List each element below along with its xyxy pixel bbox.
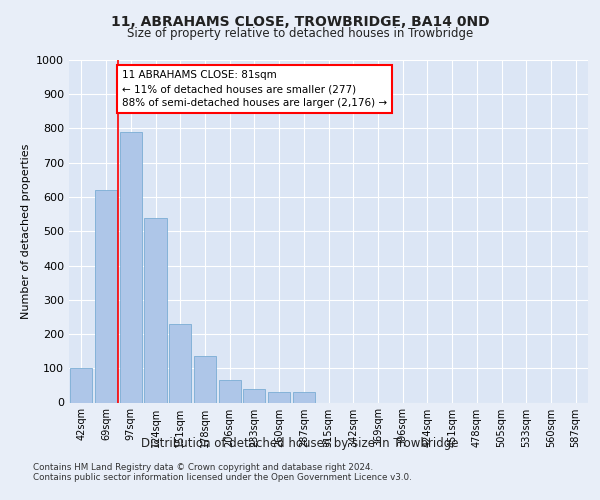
Bar	[169, 324, 191, 402]
Text: 11 ABRAHAMS CLOSE: 81sqm
← 11% of detached houses are smaller (277)
88% of semi-: 11 ABRAHAMS CLOSE: 81sqm ← 11% of detach…	[122, 70, 387, 108]
Y-axis label: Number of detached properties: Number of detached properties	[20, 144, 31, 319]
Bar	[293, 392, 315, 402]
Bar	[218, 380, 241, 402]
Text: Size of property relative to detached houses in Trowbridge: Size of property relative to detached ho…	[127, 28, 473, 40]
Text: Distribution of detached houses by size in Trowbridge: Distribution of detached houses by size …	[141, 438, 459, 450]
Bar	[268, 392, 290, 402]
Bar	[194, 356, 216, 403]
Bar	[95, 190, 117, 402]
Text: Contains public sector information licensed under the Open Government Licence v3: Contains public sector information licen…	[33, 472, 412, 482]
Bar	[70, 368, 92, 402]
Text: 11, ABRAHAMS CLOSE, TROWBRIDGE, BA14 0ND: 11, ABRAHAMS CLOSE, TROWBRIDGE, BA14 0ND	[110, 15, 490, 29]
Bar	[243, 389, 265, 402]
Text: Contains HM Land Registry data © Crown copyright and database right 2024.: Contains HM Land Registry data © Crown c…	[33, 462, 373, 471]
Bar	[119, 132, 142, 402]
Bar	[145, 218, 167, 402]
